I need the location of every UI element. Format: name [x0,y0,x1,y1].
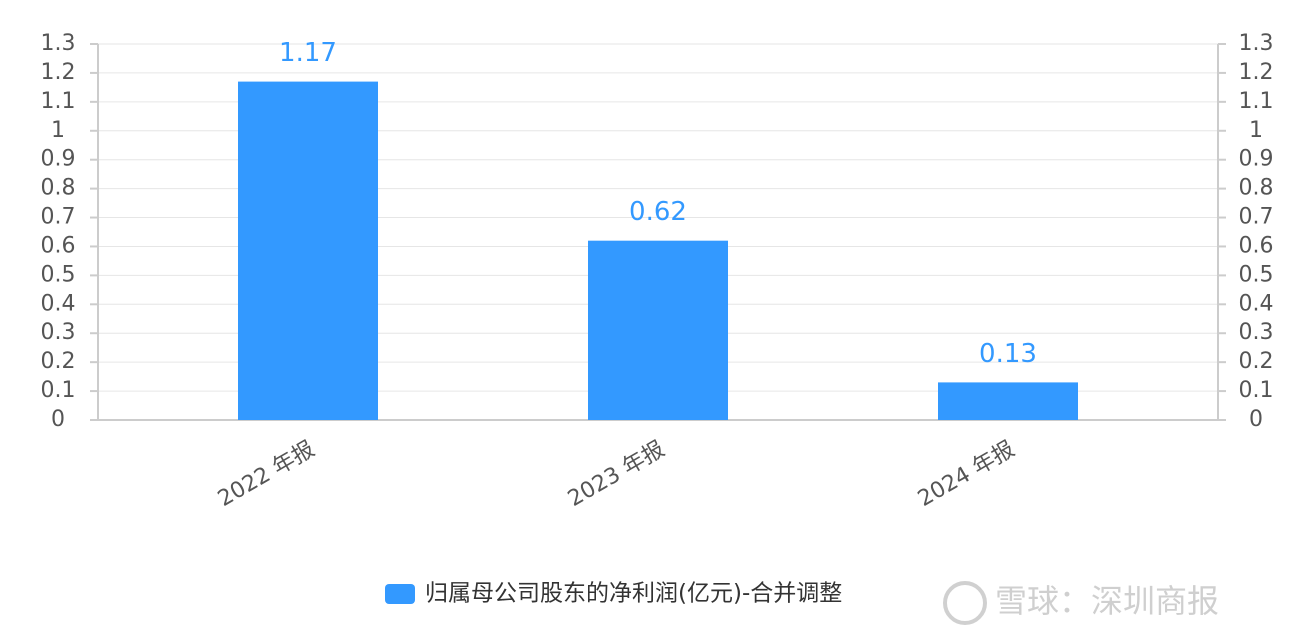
y-tick-label: 0.1 [41,378,76,403]
watermark-text: 雪球：深圳商报 [995,582,1219,620]
y2-tick-label: 0.9 [1239,147,1274,172]
y-tick-label: 0.2 [41,349,76,374]
value-label: 0.62 [629,197,687,227]
y-tick-label: 1.3 [41,31,76,56]
x-tick-label: 2023 年报 [564,437,669,512]
y2-tick-label: 0.6 [1239,233,1274,258]
y-tick-label: 0.7 [41,205,76,230]
y-tick-label: 0.6 [41,233,76,258]
x-tick-label: 2022 年报 [214,437,319,512]
y-tick-label: 0.4 [41,291,76,316]
y-tick-label: 0 [51,407,65,432]
y2-tick-label: 1 [1249,118,1263,143]
value-label: 1.17 [279,38,337,68]
watermark-logo [943,581,987,625]
y2-tick-label: 0.2 [1239,349,1274,374]
y2-tick-label: 0 [1249,407,1263,432]
y2-tick-label: 0.4 [1239,291,1274,316]
bar [238,81,378,420]
y2-tick-label: 0.5 [1239,262,1274,287]
watermark: 雪球：深圳商报 [943,581,1219,625]
legend: 归属母公司股东的净利润(亿元)-合并调整 [385,581,842,607]
y2-tick-label: 1.3 [1239,31,1274,56]
y-tick-label: 0.5 [41,262,76,287]
y2-tick-label: 0.3 [1239,320,1274,345]
y2-tick-label: 0.7 [1239,205,1274,230]
bar [588,240,728,420]
y-tick-label: 1.1 [41,89,76,114]
y-tick-label: 0.9 [41,147,76,172]
legend-swatch [385,584,415,604]
bar [938,382,1078,420]
y2-tick-label: 1.2 [1239,60,1274,85]
y2-tick-label: 0.1 [1239,378,1274,403]
legend-label: 归属母公司股东的净利润(亿元)-合并调整 [425,581,842,607]
y-tick-label: 0.8 [41,176,76,201]
y2-tick-label: 0.8 [1239,176,1274,201]
x-tick-label: 2024 年报 [914,437,1019,512]
value-label: 0.13 [979,339,1037,369]
y2-tick-label: 1.1 [1239,89,1274,114]
y-tick-label: 0.3 [41,320,76,345]
y-tick-label: 1 [51,118,65,143]
y-tick-label: 1.2 [41,60,76,85]
